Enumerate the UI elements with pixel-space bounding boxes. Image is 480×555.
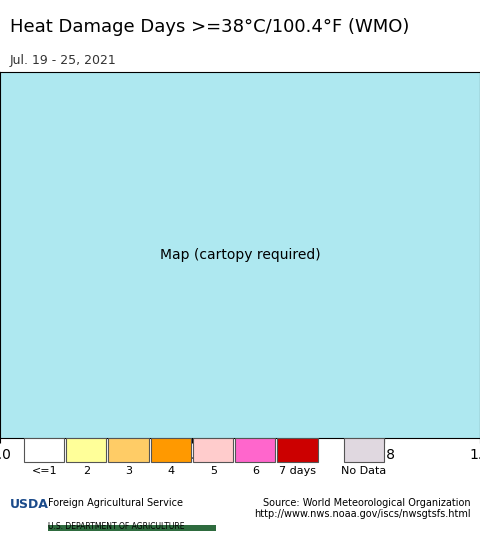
FancyBboxPatch shape (193, 438, 233, 462)
Text: USDA: USDA (10, 497, 48, 511)
Text: Foreign Agricultural Service: Foreign Agricultural Service (48, 497, 183, 508)
FancyBboxPatch shape (151, 438, 191, 462)
Text: U.S. DEPARTMENT OF AGRICULTURE: U.S. DEPARTMENT OF AGRICULTURE (48, 522, 184, 531)
Text: Jul. 19 - 25, 2021: Jul. 19 - 25, 2021 (10, 54, 116, 67)
Text: <=1: <=1 (32, 466, 57, 476)
FancyBboxPatch shape (344, 438, 384, 462)
Bar (48, 525, 216, 531)
Text: Heat Damage Days >=38°C/100.4°F (WMO): Heat Damage Days >=38°C/100.4°F (WMO) (10, 18, 409, 36)
Text: 4: 4 (168, 466, 175, 476)
Text: 6: 6 (252, 466, 259, 476)
FancyBboxPatch shape (24, 438, 64, 462)
FancyBboxPatch shape (235, 438, 276, 462)
Text: 2: 2 (83, 466, 90, 476)
Text: 7 days: 7 days (279, 466, 316, 476)
Text: No Data: No Data (341, 466, 386, 476)
Text: Source: World Meteorological Organization
http://www.nws.noaa.gov/iscs/nwsgtsfs.: Source: World Meteorological Organizatio… (254, 497, 470, 519)
FancyBboxPatch shape (277, 438, 318, 462)
Text: 3: 3 (125, 466, 132, 476)
FancyBboxPatch shape (108, 438, 149, 462)
Text: Map (cartopy required): Map (cartopy required) (160, 248, 320, 263)
FancyBboxPatch shape (66, 438, 107, 462)
Text: 5: 5 (210, 466, 217, 476)
